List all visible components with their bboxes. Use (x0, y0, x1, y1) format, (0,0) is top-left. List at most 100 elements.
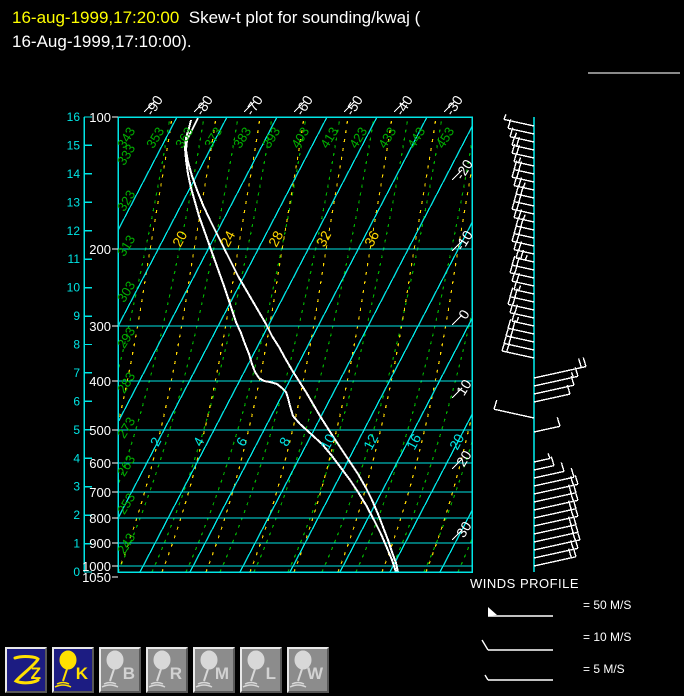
wind-barb-shaft (533, 539, 581, 551)
wind-barb-shaft (533, 457, 551, 463)
header-divider (588, 72, 680, 74)
legend-row-50ms: = 50 M/S (478, 598, 631, 622)
mixing-ratio-label: 10 (317, 431, 339, 452)
wind-barb-shaft (503, 118, 535, 127)
wind-barb-shaft (511, 264, 535, 271)
dewpoint-trace (183, 119, 397, 572)
theta-label: 353 (143, 124, 167, 150)
wind-barb-shaft (533, 476, 575, 487)
wind-barb-shaft (533, 547, 579, 559)
z-glyph-icon (13, 654, 40, 685)
altitude-tick-label: 9 (73, 309, 80, 323)
mixing-ratio-label: 36 (361, 228, 383, 249)
altitude-tick-label: 1 (73, 537, 80, 551)
balloon-icon (289, 650, 312, 688)
wind-barb-shaft (509, 296, 535, 303)
toolbar-button-r[interactable]: R (145, 646, 189, 694)
dry-adiabat-lines (118, 117, 472, 572)
toolbar-button-label: W (306, 664, 323, 683)
isotherm-label-right: 30 (453, 518, 475, 540)
pressure-tick-label: 100 (89, 110, 111, 125)
wind-barb-shaft (515, 225, 535, 231)
pressure-tick-label: 300 (89, 319, 111, 334)
full-barb-icon (481, 639, 553, 651)
altitude-tick-label: 13 (67, 195, 81, 209)
wind-barb-shaft (511, 144, 535, 151)
isobar-lines (118, 117, 472, 572)
theta-label: 403 (288, 124, 312, 150)
isotherm-label-right: 20 (453, 447, 475, 469)
wind-barb-shaft (513, 184, 535, 191)
winds-profile-title: WINDS PROFILE (470, 576, 580, 591)
mixing-ratio-labels-upper: 20 24 28 32 36 (169, 228, 383, 249)
toolbar-button-label: Z (30, 664, 41, 683)
theta-label: 393 (259, 124, 283, 150)
title-text: Skew-t plot for sounding/kwaj ( (179, 8, 421, 27)
theta-label: 433 (375, 124, 399, 150)
toolbar-button-l[interactable]: L (239, 646, 283, 694)
pressure-tick-label: 500 (89, 423, 111, 438)
legend-label-5ms: = 5 M/S (583, 662, 625, 676)
isotherm-label-top: -50 (342, 92, 366, 118)
wind-barb-shaft (533, 464, 555, 471)
toolbar-button-w[interactable]: W (286, 646, 330, 694)
altitude-tick-label: 15 (67, 138, 81, 152)
altitude-tick-label: 10 (67, 281, 81, 295)
isotherm-label-top: -30 (442, 92, 466, 118)
altitude-tick-label: 12 (67, 224, 81, 238)
theta-label: 443 (404, 124, 428, 150)
page-title: 16-aug-1999,17:20:00 Skew-t plot for sou… (12, 6, 672, 54)
altitude-tick-label: 16 (67, 110, 81, 124)
altitude-tick-label: 6 (73, 394, 80, 408)
toolbar-button-m[interactable]: M (192, 646, 236, 694)
wind-barb-shaft (513, 216, 535, 223)
wind-barb-shaft (533, 393, 571, 403)
mixing-ratio-label: 24 (217, 228, 239, 249)
pressure-tick-label: 200 (89, 242, 111, 257)
pressure-tick-label: 900 (89, 536, 111, 551)
wind-barb-shaft (513, 248, 535, 255)
altitude-tick-label: 3 (73, 480, 80, 494)
isotherm-label-top: -80 (192, 92, 216, 118)
toolbar-button-label: M (214, 664, 229, 683)
isotherm-label-top: -90 (142, 92, 166, 118)
wind-barb-shaft (513, 168, 535, 175)
legend-label-10ms: = 10 M/S (583, 630, 632, 644)
wind-barb-shaft (493, 408, 535, 419)
pressure-tick-label: 600 (89, 456, 111, 471)
altitude-tick-label: 2 (73, 508, 80, 522)
winds-profile-legend: WINDS PROFILE = 50 M/S = 10 M/S = 5 M/S (470, 576, 680, 688)
wind-barb-shaft (533, 425, 561, 433)
toolbar-button-k[interactable]: K (51, 646, 95, 694)
wind-barb-shaft (513, 200, 535, 207)
mixing-ratio-label: 12 (360, 431, 382, 452)
wind-barb-shaft (533, 508, 577, 519)
wind-barb-shaft (501, 350, 535, 359)
wind-barb-shaft (513, 160, 535, 167)
wind-barb-shaft (533, 492, 577, 503)
altitude-tick-label: 0 (73, 565, 80, 579)
wind-barb-shaft (533, 375, 579, 387)
toolbar-button-z[interactable]: Z (4, 646, 48, 694)
mixing-ratio-label: 2 (147, 434, 165, 449)
pressure-tick-label: 700 (89, 485, 111, 500)
wind-barb-shaft (515, 193, 535, 199)
mixing-ratio-label: 4 (190, 434, 208, 449)
toolbar-button-b[interactable]: B (98, 646, 142, 694)
isotherm-label-top: -40 (392, 92, 416, 118)
balloon-icon (148, 650, 171, 688)
wind-barb-shaft (513, 232, 535, 239)
mixing-ratio-label: 6 (233, 434, 251, 449)
isotherm-lines (118, 117, 472, 572)
balloon-icon (195, 650, 218, 688)
altitude-ticks (84, 116, 92, 573)
wind-barb-shaft (511, 320, 535, 327)
pressure-ticks (112, 116, 118, 578)
isotherm-label-top: -60 (292, 92, 316, 118)
toolbar-button-label: K (75, 664, 88, 683)
